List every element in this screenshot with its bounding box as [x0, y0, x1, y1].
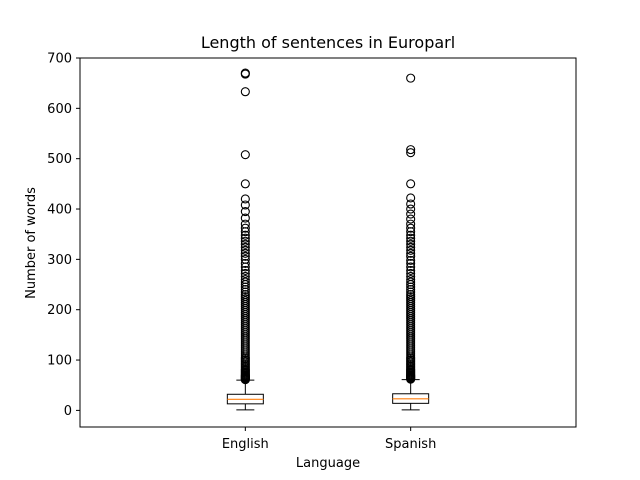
outlier-point: [240, 150, 250, 160]
outlier-point: [240, 277, 250, 287]
outlier-point: [240, 219, 250, 229]
box-english: [226, 68, 264, 411]
outlier-point: [406, 271, 416, 282]
outlier-point: [406, 255, 416, 265]
y-tick-label: 0: [64, 404, 72, 419]
outlier-point: [406, 245, 416, 255]
outlier-point: [406, 265, 416, 275]
outlier-point: [406, 277, 416, 287]
y-axis-title: Number of words: [24, 187, 39, 299]
plot-area: [226, 68, 430, 411]
outlier-point: [240, 230, 250, 240]
outlier-point: [406, 193, 416, 203]
outlier-point: [240, 274, 250, 285]
x-tick-label: Spanish: [385, 437, 436, 452]
outlier-point: [406, 262, 416, 272]
outlier-point: [240, 68, 250, 78]
outlier-point: [406, 242, 416, 252]
outlier-point: [240, 236, 250, 246]
outlier-point: [406, 209, 416, 219]
outlier-point: [240, 179, 250, 189]
outlier-point: [240, 87, 250, 97]
outlier-point: [406, 179, 416, 189]
outlier-point: [240, 258, 250, 268]
outlier-point: [240, 206, 250, 217]
outlier-point: [406, 239, 416, 249]
outlier-point: [406, 204, 416, 214]
outlier-point: [406, 148, 416, 158]
outlier-point: [406, 73, 416, 83]
y-tick-label: 700: [47, 52, 72, 67]
y-tick-label: 400: [47, 203, 72, 218]
outlier-point: [240, 194, 250, 204]
outlier-point: [406, 251, 416, 261]
y-axis: 0 100 200 300 400 500 600 700: [47, 52, 80, 419]
x-axis-title: Language: [296, 456, 360, 471]
outlier-point: [240, 268, 250, 279]
outlier-point: [240, 265, 250, 275]
outlier-point: [406, 274, 416, 285]
outlier-point: [406, 219, 416, 229]
outlier-point: [406, 236, 416, 246]
outlier-point: [240, 239, 250, 249]
y-tick-label: 500: [47, 152, 72, 167]
y-tick-label: 300: [47, 253, 72, 268]
outlier-point: [240, 223, 250, 233]
outlier-point: [406, 145, 416, 155]
outlier-point: [406, 258, 416, 268]
axes-frame: [79, 57, 577, 428]
outlier-point: [240, 242, 250, 252]
outlier-point: [240, 245, 250, 255]
y-tick-label: 600: [47, 102, 72, 117]
outlier-point: [406, 248, 416, 258]
y-tick-label: 100: [47, 354, 72, 369]
outlier-point: [406, 230, 416, 240]
outlier-point: [406, 214, 416, 224]
outlier-point: [240, 271, 250, 282]
outlier-point: [406, 268, 416, 279]
outlier-point: [240, 233, 250, 243]
y-tick-label: 200: [47, 303, 72, 318]
outlier-point: [240, 251, 250, 261]
outlier-point: [406, 199, 416, 209]
outlier-point: [406, 223, 416, 233]
outlier-point: [240, 200, 250, 210]
x-axis: English Spanish: [222, 427, 436, 452]
outlier-point: [240, 213, 250, 223]
chart-title: Length of sentences in Europarl: [201, 33, 455, 52]
box-spanish: [392, 73, 430, 411]
x-tick-label: English: [222, 437, 269, 452]
outlier-point: [240, 248, 250, 258]
outlier-point: [240, 254, 250, 264]
outlier-point: [406, 233, 416, 243]
